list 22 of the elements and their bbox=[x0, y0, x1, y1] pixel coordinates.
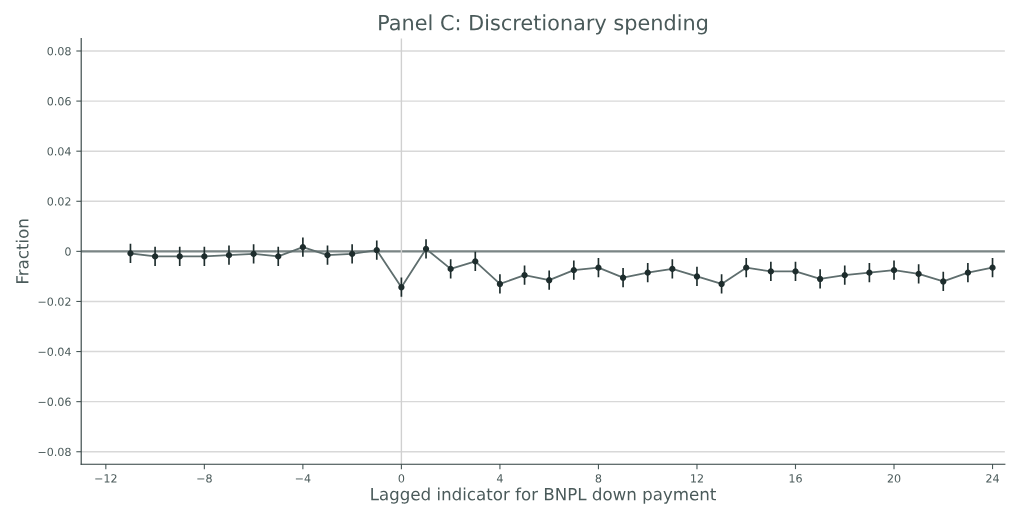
y-tick-label: −0.06 bbox=[38, 397, 71, 407]
y-tick-label: −0.02 bbox=[38, 297, 71, 306]
x-tick-label: 16 bbox=[789, 474, 802, 483]
y-tick-label: −0.04 bbox=[38, 347, 71, 356]
y-tick-label: 0 bbox=[65, 247, 71, 256]
y-tick-label: 0.06 bbox=[47, 97, 71, 106]
y-axis-title: Fraction bbox=[15, 219, 29, 283]
x-axis-title: Lagged indicator for BNPL down payment bbox=[371, 487, 716, 504]
x-tick-label: 0 bbox=[398, 474, 405, 483]
x-tick-label: 24 bbox=[986, 474, 999, 483]
x-tick-label: 8 bbox=[595, 474, 602, 483]
x-tick-label: −8 bbox=[197, 474, 212, 483]
x-tick-label: −4 bbox=[295, 474, 311, 483]
y-tick-label: 0.08 bbox=[47, 46, 71, 56]
y-tick-label: −0.08 bbox=[38, 447, 71, 457]
x-tick-label: 12 bbox=[691, 474, 703, 483]
x-tick-label: 20 bbox=[887, 474, 901, 483]
chart-title: Panel C: Discretionary spending bbox=[379, 14, 708, 35]
y-tick-label: 0.04 bbox=[47, 147, 71, 156]
x-tick-label: 4 bbox=[496, 474, 503, 483]
x-tick-label: −12 bbox=[95, 474, 117, 483]
y-tick-label: 0.02 bbox=[47, 197, 71, 206]
